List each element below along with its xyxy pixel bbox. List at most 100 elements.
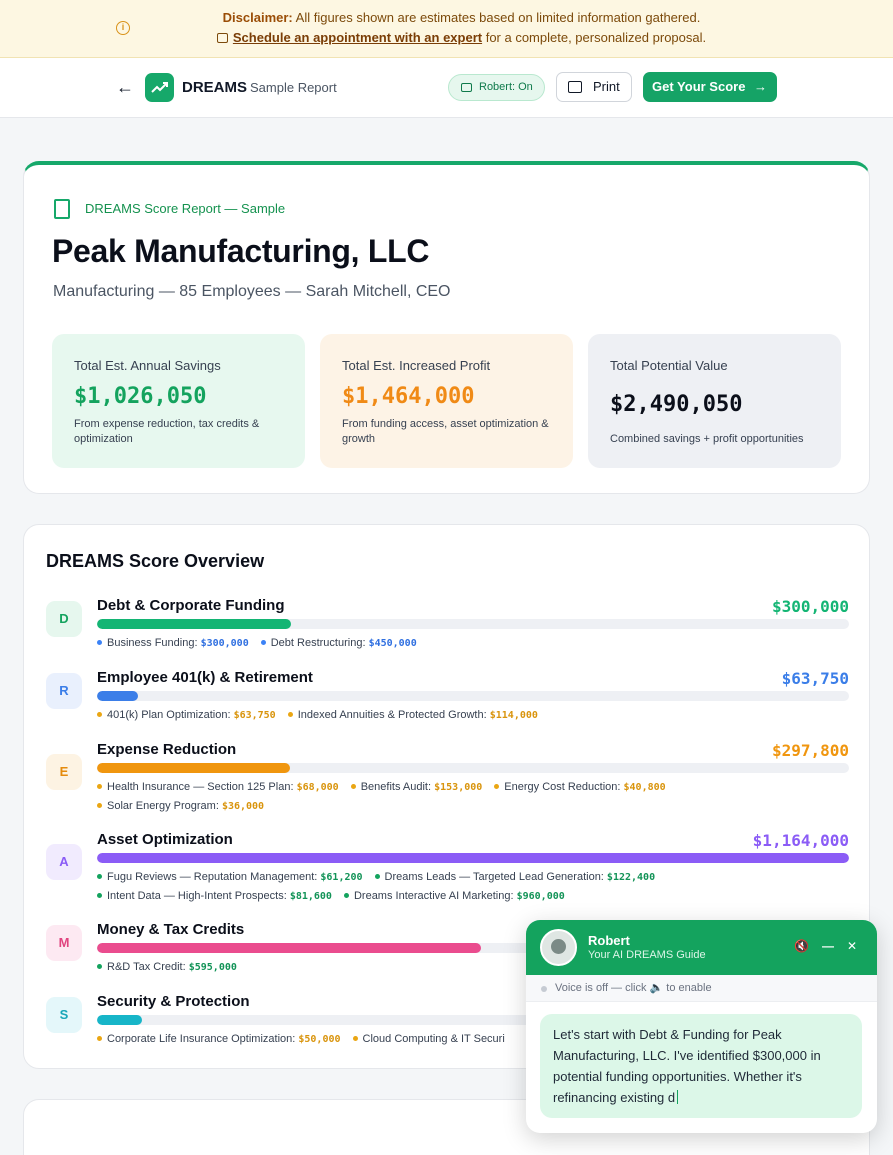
bullet-dot-icon: [97, 784, 102, 789]
category-item: 401(k) Plan Optimization: $63,750: [97, 706, 276, 725]
robert-status-toggle[interactable]: Robert: On: [448, 74, 545, 101]
stat-increased-profit: Total Est. Increased Profit $1,464,000 F…: [320, 334, 573, 468]
category-item-value: $61,200: [320, 872, 363, 883]
category-progress-track: [97, 943, 849, 953]
mute-icon[interactable]: 🔇: [794, 939, 809, 953]
robot-icon: [461, 83, 472, 92]
stat-value: $2,490,050: [610, 392, 743, 417]
category-progress-track: [97, 619, 849, 629]
chat-agent-name: Robert: [588, 933, 630, 948]
category-letter-badge: M: [46, 925, 82, 961]
category-item-label: Solar Energy Program:: [107, 800, 222, 812]
category-item-value: $81,600: [289, 891, 332, 902]
stat-description: Combined savings + profit opportunities: [610, 433, 804, 445]
brand-subtitle: Sample Report: [250, 80, 337, 95]
robot-avatar: [540, 929, 577, 966]
stat-description: From expense reduction, tax credits & op…: [74, 418, 260, 445]
bullet-dot-icon: [97, 874, 102, 879]
category-progress-track: [97, 763, 849, 773]
print-label: Print: [593, 79, 620, 94]
category-item: Energy Cost Reduction: $40,800: [494, 778, 666, 797]
category-letter-badge: S: [46, 997, 82, 1033]
stat-value: $1,026,050: [74, 384, 207, 409]
category-name: Debt & Corporate Funding: [97, 597, 285, 614]
category-name: Asset Optimization: [97, 831, 233, 848]
bullet-dot-icon: [350, 784, 356, 789]
stat-potential-value: Total Potential Value $2,490,050 Combine…: [588, 334, 841, 468]
company-subtitle: Manufacturing — 85 Employees — Sarah Mit…: [53, 283, 451, 300]
chat-header: Robert Your AI DREAMS Guide 🔇 — ✕: [526, 920, 877, 975]
category-item-label: Business Funding:: [107, 637, 201, 649]
info-icon: i: [116, 21, 130, 35]
stat-value: $1,464,000: [342, 384, 475, 409]
category-item-label: Debt Restructuring:: [270, 637, 369, 649]
category-progress-fill: [97, 619, 292, 629]
calendar-icon: [216, 33, 228, 43]
category-item-value: $68,000: [296, 782, 339, 793]
category-item: Corporate Life Insurance Optimization: $…: [97, 1030, 341, 1049]
category-item-value: $114,000: [489, 710, 538, 721]
close-icon[interactable]: ✕: [847, 939, 858, 953]
category-letter-badge: R: [46, 673, 82, 709]
category-items: 401(k) Plan Optimization: $63,750 Indexed…: [97, 706, 849, 725]
category-item-label: Fugu Reviews — Reputation Management:: [107, 871, 321, 883]
category-item-label: Corporate Life Insurance Optimization:: [107, 1033, 299, 1045]
robert-status-label: Robert: On: [479, 81, 533, 93]
category-item-label: R&D Tax Credit:: [107, 961, 189, 973]
category-item-value: $63,750: [233, 710, 276, 721]
get-your-score-label: Get Your Score: [652, 79, 746, 94]
category-item-value: $960,000: [516, 891, 565, 902]
category-items: R&D Tax Credit: $595,000: [97, 958, 849, 977]
category-item-label: 401(k) Plan Optimization:: [107, 709, 234, 721]
disclaimer-banner: i Disclaimer: All figures shown are esti…: [0, 0, 893, 58]
bullet-dot-icon: [97, 964, 102, 969]
dreams-logo-icon[interactable]: [145, 73, 174, 102]
category-letter-badge: A: [46, 844, 82, 880]
voice-status[interactable]: Voice is off — click 🔈 to enable: [526, 975, 877, 1002]
chat-agent-role: Your AI DREAMS Guide: [588, 949, 706, 961]
bullet-dot-icon: [343, 893, 349, 898]
category-progress-fill: [97, 763, 290, 773]
company-name: Peak Manufacturing, LLC: [52, 233, 430, 269]
category-items: Fugu Reviews — Reputation Management: $6…: [97, 868, 849, 906]
category-items: Corporate Life Insurance Optimization: $…: [97, 1030, 849, 1049]
category-progress-track: [97, 853, 849, 863]
category-item: Intent Data — High-Intent Prospects: $81…: [97, 887, 332, 906]
stat-label: Total Est. Annual Savings: [74, 358, 221, 373]
category-name: Expense Reduction: [97, 741, 237, 758]
category-item-value: $300,000: [200, 638, 249, 649]
chat-message-bubble: Let's start with Debt & Funding for Peak…: [540, 1014, 862, 1118]
disclaimer-suffix: for a complete, personalized proposal.: [482, 30, 707, 45]
print-button[interactable]: Print: [556, 72, 632, 102]
category-items: Health Insurance — Section 125 Plan: $68…: [97, 778, 849, 816]
category-item: Benefits Audit: $153,000: [350, 778, 482, 797]
category-item-label: Benefits Audit:: [360, 781, 435, 793]
robot-face-icon: [551, 939, 566, 954]
disclaimer-cta-line: Schedule an appointment with an expert f…: [0, 30, 893, 45]
category-item-label: Energy Cost Reduction:: [504, 781, 624, 793]
category-progress-fill: [97, 691, 139, 701]
category-letter-badge: E: [46, 754, 82, 790]
document-icon: [54, 199, 70, 219]
brand-name: DREAMS: [182, 79, 248, 96]
category-item-label: Health Insurance — Section 125 Plan:: [107, 781, 297, 793]
category-progress-track: [97, 1015, 849, 1025]
category-item-value: $50,000: [298, 1034, 341, 1045]
schedule-appointment-link[interactable]: Schedule an appointment with an expert: [232, 30, 483, 45]
category-amount: $1,164,000: [752, 831, 849, 850]
get-your-score-button[interactable]: Get Your Score →: [643, 72, 777, 102]
back-arrow-icon[interactable]: ←: [116, 77, 134, 97]
report-label: DREAMS Score Report — Sample: [85, 201, 286, 216]
bullet-dot-icon: [97, 1036, 102, 1041]
category-item: Business Funding: $300,000: [97, 634, 249, 653]
bullet-dot-icon: [97, 712, 102, 717]
minimize-icon[interactable]: —: [822, 939, 834, 953]
category-name: Employee 401(k) & Retirement: [97, 669, 313, 686]
robert-chat-widget: Robert Your AI DREAMS Guide 🔇 — ✕ Voice …: [526, 920, 877, 1133]
category-progress-fill: [97, 853, 849, 863]
category-progress-fill: [97, 943, 482, 953]
category-item-value: $450,000: [368, 638, 417, 649]
stat-label: Total Potential Value: [610, 358, 728, 373]
category-name: Money & Tax Credits: [97, 921, 245, 938]
category-item: Fugu Reviews — Reputation Management: $6…: [97, 868, 363, 887]
